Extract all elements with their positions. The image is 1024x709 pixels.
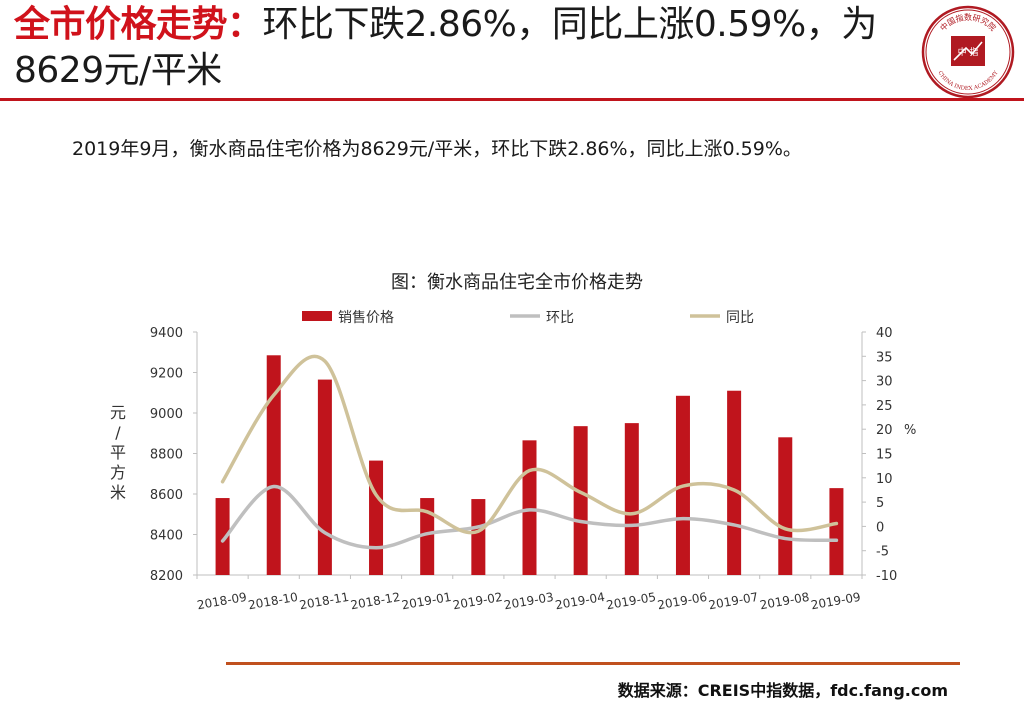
- x-tick-label: 2019-03: [503, 590, 555, 612]
- x-tick-label: 2019-01: [401, 590, 453, 612]
- y-tick-label: 8600: [150, 488, 183, 503]
- y2-tick-label: 30: [876, 375, 893, 390]
- y2-tick-label: -10: [876, 569, 897, 584]
- line-series: [220, 354, 839, 550]
- x-tick-label: 2018-12: [349, 590, 401, 612]
- logo-center-text: 中 指: [958, 46, 979, 58]
- y2-tick-label: 5: [876, 496, 884, 511]
- y2-tick-label: 25: [876, 399, 893, 414]
- price-bar: [829, 488, 844, 575]
- legend-label: 同比: [726, 310, 754, 326]
- summary-text: 2019年9月，衡水商品住宅价格为8629元/平米，环比下跌2.86%，同比上涨…: [72, 138, 802, 160]
- y-tick-label: 9400: [150, 326, 183, 341]
- china-index-academy-logo: 中国指数研究院 CHINA INDEX ACADEMY 中 指: [921, 5, 1015, 99]
- chart-legend: 销售价格 环比 同比: [302, 310, 754, 326]
- footer-divider: [226, 662, 960, 665]
- x-tick-label: 2019-04: [554, 590, 606, 612]
- y2-tick-label: -5: [876, 545, 889, 560]
- chart-title: 图：衡水商品住宅全市价格走势: [391, 272, 643, 293]
- legend-label: 销售价格: [338, 310, 394, 326]
- chart-axes: [193, 331, 866, 579]
- x-tick-label: 2018-11: [298, 590, 350, 612]
- y-axis-label-char: 元: [110, 403, 126, 422]
- y-axis-label-char: 平: [110, 443, 126, 462]
- y-axis-label-char: /: [115, 423, 121, 442]
- x-tick-label: 2019-09: [810, 590, 862, 612]
- mom-line: [220, 484, 839, 550]
- y2-tick-label: 10: [876, 472, 893, 487]
- price-bar: [522, 440, 537, 575]
- y2-tick-label: 35: [876, 350, 893, 365]
- price-bar: [215, 498, 230, 575]
- price-bar: [369, 460, 384, 575]
- y-tick-label: 8400: [150, 529, 183, 544]
- x-tick-label: 2018-09: [196, 590, 248, 612]
- price-bar: [727, 390, 742, 575]
- y-tick-label: 9200: [150, 367, 183, 382]
- y-tick-label: 8800: [150, 448, 183, 463]
- x-tick-label: 2018-10: [247, 590, 299, 612]
- bar-series: [215, 355, 844, 575]
- price-bar: [778, 437, 793, 575]
- legend-swatch-bar: [302, 311, 332, 321]
- page-title-prefix: 全市价格走势：: [14, 4, 263, 45]
- price-bar: [317, 379, 332, 575]
- page-title-rest: 环比下跌2.86%，同比上涨0.59%，为8629元/平米: [14, 4, 877, 91]
- legend-label: 环比: [546, 310, 574, 326]
- price-bar: [471, 499, 486, 575]
- data-source: 数据来源：CREIS中指数据，fdc.fang.com: [617, 681, 948, 700]
- y2-tick-label: 0: [876, 520, 884, 535]
- axis-ticks: 8200 8400 8600 8800 9000 9200 9400 -10 -5 0 5 10 15 2…: [110, 326, 916, 612]
- yoy-line: [220, 354, 839, 535]
- x-tick-label: 2019-02: [452, 590, 504, 612]
- x-tick-label: 2019-07: [708, 590, 760, 612]
- title-divider: [0, 98, 1024, 101]
- y2-axis-label: %: [904, 423, 916, 438]
- y2-tick-label: 15: [876, 448, 893, 463]
- page-title: 全市价格走势：环比下跌2.86%，同比上涨0.59%，为8629元/平米: [14, 2, 914, 94]
- price-bar: [420, 498, 435, 575]
- y2-tick-label: 20: [876, 423, 893, 438]
- x-tick-label: 2019-06: [656, 590, 708, 612]
- price-bar: [266, 355, 281, 575]
- y-axis-label-char: 方: [110, 463, 126, 482]
- price-bar: [573, 426, 588, 575]
- x-tick-label: 2019-05: [605, 590, 657, 612]
- y-tick-label: 8200: [150, 569, 183, 584]
- y2-tick-label: 40: [876, 326, 893, 341]
- y-tick-label: 9000: [150, 407, 183, 422]
- x-tick-label: 2019-08: [759, 590, 811, 612]
- y-axis-label-char: 米: [110, 483, 126, 502]
- price-bar: [624, 423, 639, 575]
